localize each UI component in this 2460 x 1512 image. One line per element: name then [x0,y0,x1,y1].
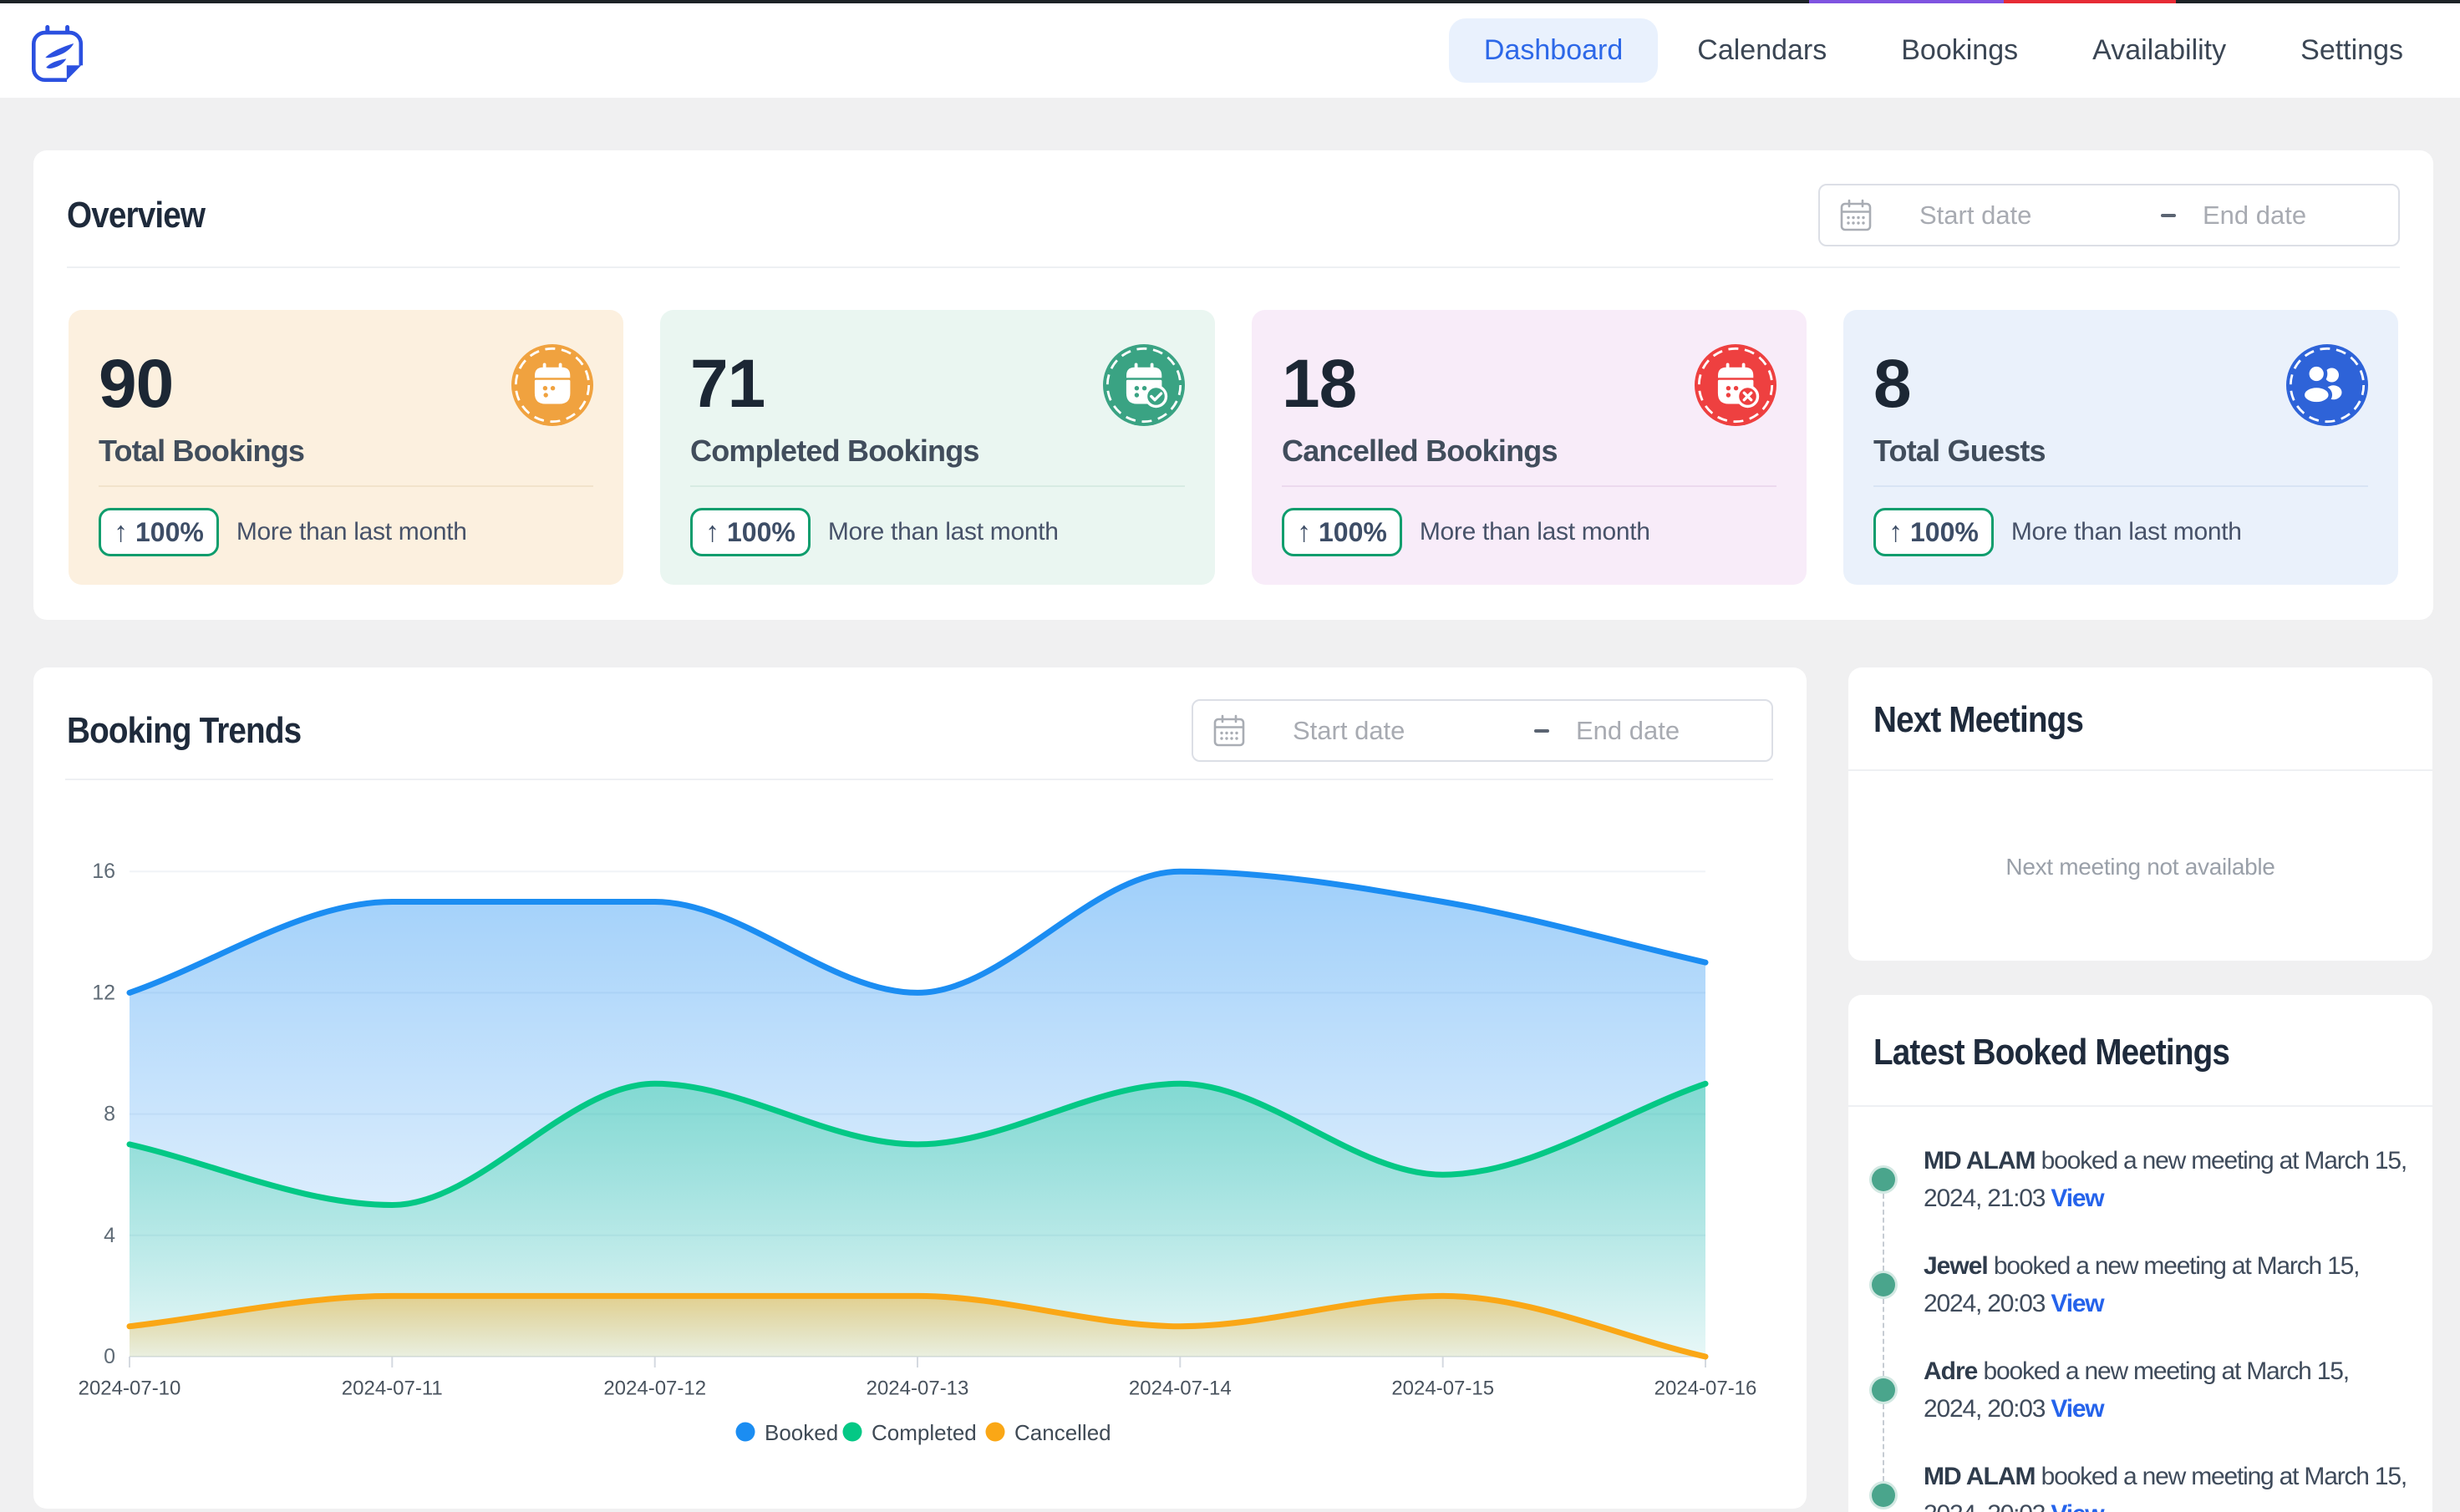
svg-text:2024-07-11: 2024-07-11 [342,1378,443,1400]
svg-text:12: 12 [92,981,115,1004]
svg-text:2024-07-12: 2024-07-12 [603,1378,706,1400]
svg-text:2024-07-10: 2024-07-10 [79,1378,181,1400]
svg-text:Booked: Booked [765,1420,838,1445]
svg-text:4: 4 [104,1224,115,1247]
svg-text:Completed: Completed [872,1420,977,1445]
svg-text:Cancelled: Cancelled [1014,1420,1111,1445]
svg-text:2024-07-14: 2024-07-14 [1129,1378,1232,1400]
svg-text:0: 0 [104,1345,115,1368]
svg-text:16: 16 [92,860,115,883]
svg-text:2024-07-15: 2024-07-15 [1391,1378,1494,1400]
svg-text:2024-07-13: 2024-07-13 [867,1378,969,1400]
svg-text:8: 8 [104,1103,115,1126]
svg-text:2024-07-16: 2024-07-16 [1654,1378,1757,1400]
